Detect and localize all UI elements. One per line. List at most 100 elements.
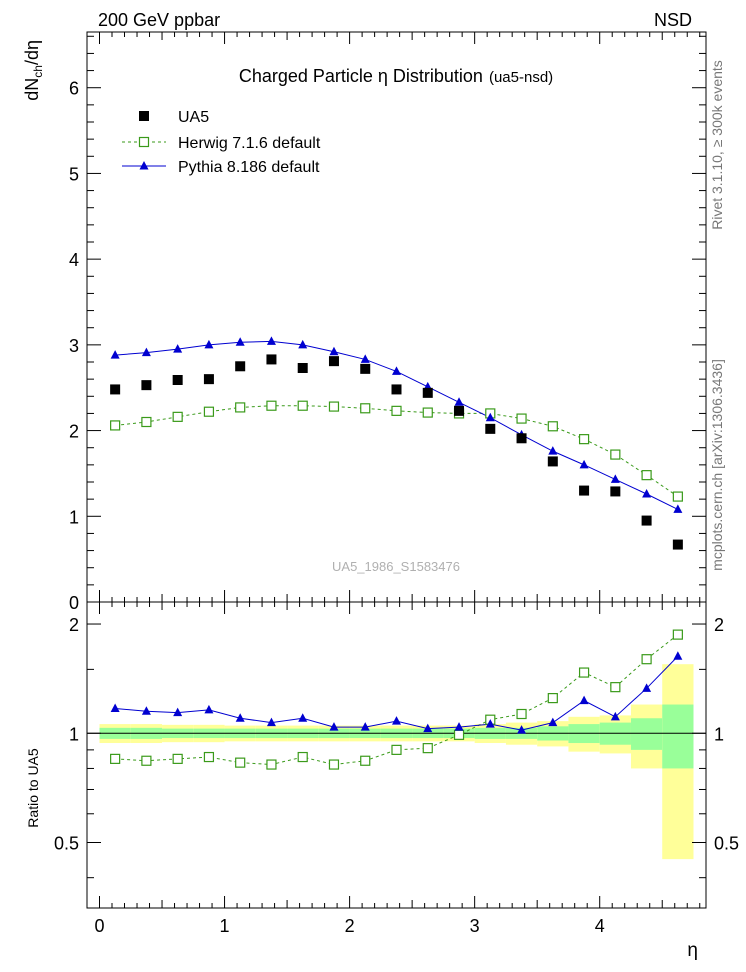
ua5-point <box>360 363 371 374</box>
herwig-ratio-point <box>266 759 277 770</box>
pythia-ratio-point <box>360 722 370 731</box>
pythia-point <box>110 350 120 359</box>
pythia-point <box>204 339 214 349</box>
pythia-ratio-point <box>454 722 464 731</box>
band-stat <box>662 704 694 769</box>
herwig-point <box>547 421 558 432</box>
herwig-ratio-point <box>391 744 402 755</box>
chart-title: Charged Particle η Distribution (ua5-nsd) <box>239 66 553 86</box>
herwig-ratio-point <box>172 753 183 764</box>
herwig-point <box>328 401 340 412</box>
pythia-point <box>454 397 464 406</box>
herwig-point <box>235 402 246 413</box>
data-markers <box>110 336 683 770</box>
ua5-point <box>391 384 402 395</box>
pythia-point <box>173 344 183 353</box>
ratio-y-tick-label: 0.5 <box>54 834 79 854</box>
herwig-ratio-point <box>516 708 527 720</box>
pythia-point <box>673 504 683 513</box>
pythia-point <box>610 474 620 483</box>
watermark: UA5_1986_S1583476 <box>332 559 460 574</box>
pythia-point <box>485 412 495 422</box>
herwig-ratio-point <box>578 667 590 678</box>
frames <box>86 31 707 909</box>
ratio-frame <box>86 601 707 909</box>
ua5-point <box>454 405 465 416</box>
herwig-ratio-point <box>422 743 433 754</box>
pythia-point <box>642 489 652 498</box>
pythia-point <box>548 446 558 455</box>
ticks <box>87 32 706 908</box>
ua5-point <box>579 485 590 496</box>
ua5-point <box>235 361 246 372</box>
pythia-ratio-point <box>642 683 652 692</box>
legend-label: Pythia 8.186 default <box>178 159 320 176</box>
legend-label: Herwig 7.1.6 default <box>178 135 321 152</box>
herwig-line <box>115 405 679 497</box>
herwig-point <box>297 400 308 411</box>
pythia-ratio-point <box>673 651 683 660</box>
pythia-ratio-point <box>423 723 433 733</box>
labels: 200 GeV ppbar NSD Charged Particle η Dis… <box>22 10 739 961</box>
pythia-point <box>329 346 339 356</box>
herwig-point <box>610 449 621 460</box>
ua5-point <box>328 356 339 367</box>
herwig-point <box>141 416 152 428</box>
uncertainty-bands <box>87 664 706 860</box>
ua5-point <box>547 456 558 467</box>
ua5-point <box>297 363 308 373</box>
ua5-point <box>610 486 621 497</box>
x-tick-label: 2 <box>345 916 355 936</box>
ua5-point <box>266 354 277 365</box>
ua5-point <box>422 387 433 398</box>
herwig-ratio-point <box>547 693 558 704</box>
ratio-y-tick-label: 1 <box>69 724 79 744</box>
ua5-point <box>672 539 683 550</box>
pythia-ratio-point <box>610 711 620 721</box>
x-tick-label: 0 <box>94 916 104 936</box>
ua5-point <box>485 423 496 434</box>
pythia-point <box>579 459 589 469</box>
y-tick-label: 5 <box>69 164 79 184</box>
x-axis-label: η <box>687 940 698 961</box>
pythia-ratio-point <box>392 716 401 725</box>
side-label-top: Rivet 3.1.10, ≥ 300k events <box>709 60 725 230</box>
y-tick-label: 1 <box>69 507 79 527</box>
herwig-ratio-point <box>297 751 308 763</box>
ua5-point <box>516 433 527 444</box>
herwig-ratio-point <box>235 757 246 768</box>
x-tick-label: 1 <box>220 916 230 936</box>
x-tick-label: 4 <box>595 916 605 936</box>
pythia-ratio-point <box>579 695 589 705</box>
legend-herwig-marker <box>138 136 150 148</box>
ratio-y-tick-label-right: 1 <box>714 724 724 744</box>
ratio-y-axis-label: Ratio to UA5 <box>25 748 41 828</box>
herwig-ratio-point <box>328 759 340 770</box>
pythia-ratio-point <box>235 713 245 722</box>
legend: UA5 Herwig 7.1.6 default Pythia 8.186 defa… <box>122 109 321 176</box>
pythia-point <box>266 336 276 345</box>
pythia-ratio-point <box>548 717 558 727</box>
herwig-point <box>203 406 215 417</box>
herwig-ratio-point <box>641 654 652 665</box>
herwig-point <box>391 405 402 416</box>
side-label-bottom: mcplots.cern.ch [arXiv:1306.3436] <box>709 359 725 571</box>
herwig-point <box>110 420 121 431</box>
y-tick-label: 3 <box>69 336 79 356</box>
pythia-point <box>141 347 151 357</box>
herwig-ratio-point <box>203 751 215 763</box>
herwig-ratio-point <box>610 682 621 693</box>
ratio-y-tick-label-right: 2 <box>714 615 724 635</box>
pythia-ratio-point <box>141 706 151 715</box>
herwig-point <box>578 434 590 445</box>
herwig-ratio-point <box>453 729 465 740</box>
ua5-point <box>110 384 121 395</box>
herwig-point <box>172 411 183 422</box>
ua5-point <box>641 515 652 526</box>
pythia-ratio-point <box>485 719 495 728</box>
legend-ua5-marker <box>139 111 149 121</box>
pythia-point <box>298 339 308 349</box>
herwig-ratio-point <box>110 753 121 764</box>
ratio-y-tick-label: 2 <box>69 615 79 635</box>
